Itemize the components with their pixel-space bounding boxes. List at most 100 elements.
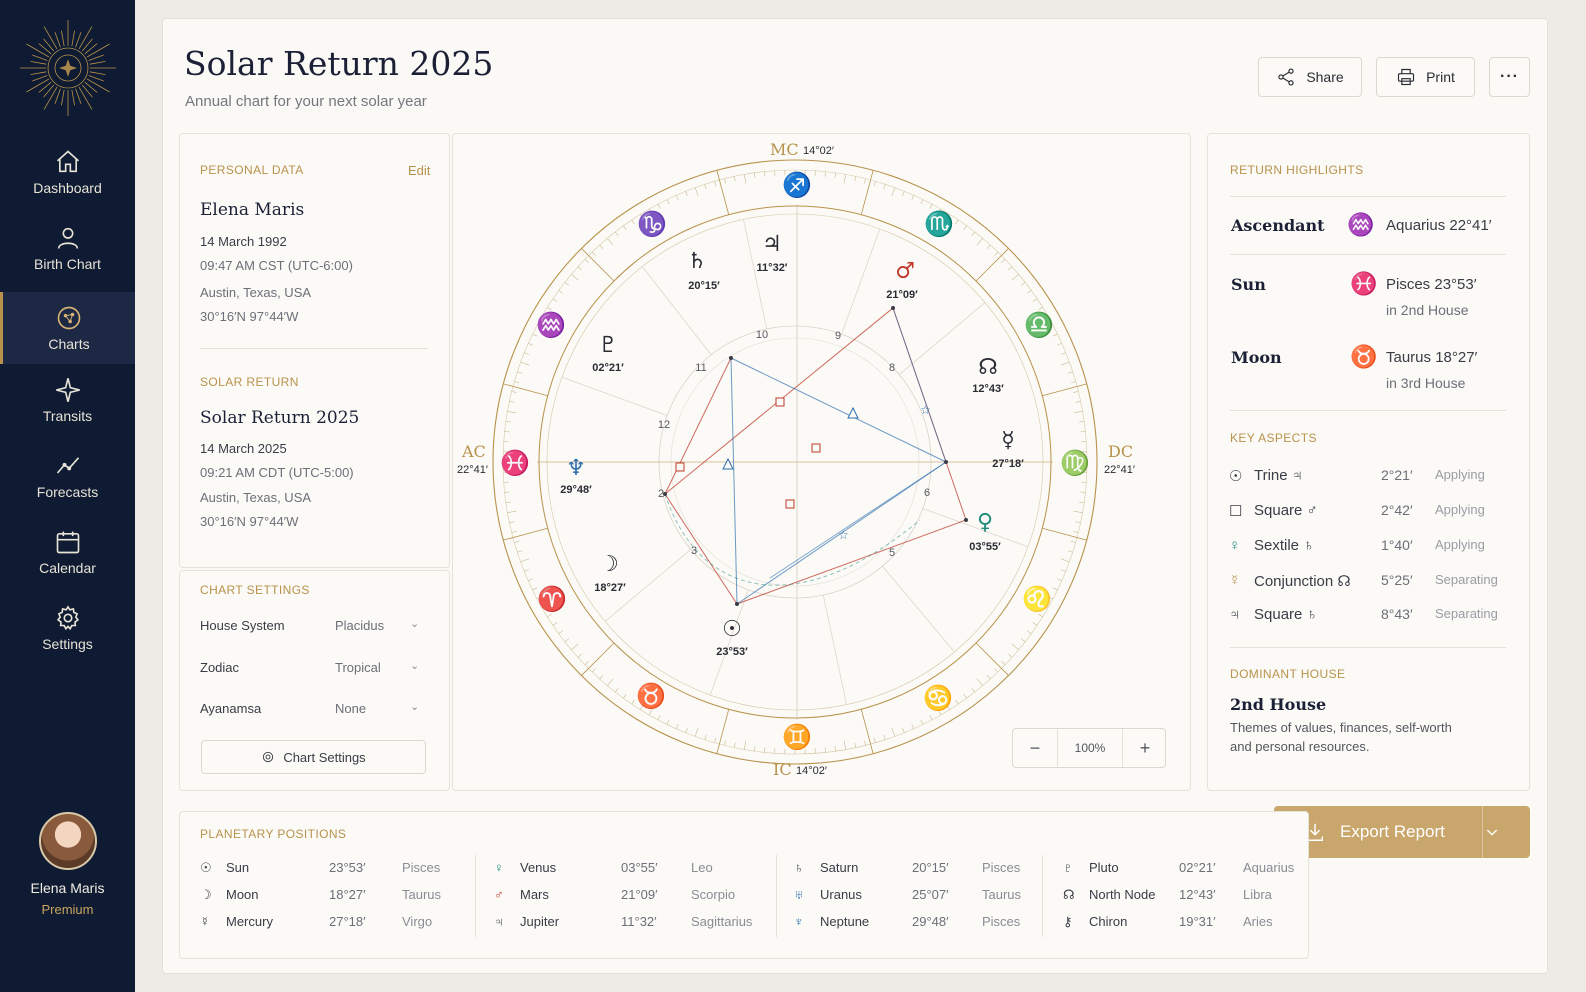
- mercury-icon[interactable]: ☿: [1001, 428, 1015, 453]
- degree-tick: [675, 195, 679, 200]
- degree-tick: [541, 603, 551, 609]
- edit-link[interactable]: Edit: [408, 163, 431, 178]
- more-options-button[interactable]: ···: [1489, 57, 1530, 97]
- moon-icon[interactable]: ☽: [599, 552, 619, 577]
- degree-tick: [584, 661, 589, 666]
- degree-tick: [1052, 333, 1058, 337]
- planet-sign: Pisces: [402, 860, 441, 875]
- aspect-sextile-marker: ☆: [838, 528, 849, 542]
- mercury-icon: ☿: [200, 914, 210, 929]
- nav-calendar-label: Calendar: [39, 560, 96, 576]
- planet-sign: Sagittarius: [691, 914, 753, 929]
- degree-tick: [511, 391, 517, 393]
- degree-tick: [631, 699, 635, 705]
- degree-tick: [1032, 622, 1038, 626]
- mars-icon[interactable]: ♂: [895, 259, 915, 284]
- chart-wheel[interactable]: ☆ ☆ 10 9 8 11 12 2 3 5 6 ♑ ♏ ♎ ♍ ♌ ♋ ♊ ♉…: [452, 134, 1190, 790]
- nav-calendar[interactable]: Calendar: [0, 516, 135, 588]
- print-button[interactable]: Print: [1376, 57, 1475, 97]
- nav-birth-chart[interactable]: Birth Chart: [0, 212, 135, 284]
- degree-tick: [1070, 381, 1076, 384]
- planet-degree: 12°43′: [1179, 887, 1216, 902]
- sun-ray: [30, 71, 47, 75]
- planet-position-row[interactable]: ☉ Sun 23°53′ Pisces: [200, 860, 460, 878]
- neptune-icon[interactable]: ♆: [566, 456, 586, 481]
- nav-settings[interactable]: Settings: [0, 592, 135, 664]
- personal-name: Elena Maris: [200, 200, 305, 220]
- nav-birth-chart-label: Birth Chart: [34, 256, 101, 272]
- planet-name: Chiron: [1089, 914, 1128, 929]
- solar-return-date: 14 March 2025: [200, 441, 287, 456]
- zoom-in-button[interactable]: +: [1139, 738, 1151, 758]
- degree-tick: [764, 171, 766, 177]
- planet-position-row[interactable]: ♄ Saturn 20°15′ Pisces: [794, 860, 1054, 878]
- house-cusp-line: [882, 565, 955, 653]
- ac-degree: 22°41′: [457, 464, 488, 476]
- sun-ray: [71, 89, 75, 106]
- aspect-row[interactable]: ☉ Trine ♃ 2°21′ Applying: [1229, 467, 1509, 489]
- degree-tick: [1057, 578, 1062, 582]
- planet-sign: Aries: [1243, 914, 1273, 929]
- aquarius-sign-icon: ♒: [536, 311, 566, 339]
- degree-tick: [528, 578, 533, 582]
- zoom-out-button[interactable]: −: [1029, 738, 1041, 758]
- nav-transits[interactable]: Transits: [0, 364, 135, 436]
- planetary-positions-heading: PLANETARY POSITIONS: [200, 827, 347, 841]
- degree-tick: [843, 740, 847, 750]
- nav-charts[interactable]: Charts: [0, 292, 135, 364]
- degree-tick: [509, 400, 515, 403]
- planet-position-row[interactable]: ♂ Mars 21°09′ Scorpio: [494, 887, 754, 905]
- aspect-row[interactable]: ☿ Conjunction ☊ 5°25′ Separating: [1229, 572, 1509, 594]
- degree-tick: [920, 719, 924, 725]
- planet-position-row[interactable]: ♀ Venus 03°55′ Leo: [494, 860, 754, 878]
- export-report-button[interactable]: Export Report: [1274, 806, 1530, 858]
- aspect-orb: 8°43′: [1381, 606, 1413, 622]
- square-icon: ☐: [1229, 503, 1243, 520]
- house-system-select[interactable]: House System Placidus ⌄: [200, 618, 430, 638]
- chart-settings-button[interactable]: Chart Settings: [201, 740, 426, 774]
- degree-tick: [864, 740, 866, 746]
- sun-label: Sun: [1231, 275, 1266, 294]
- degree-tick: [657, 204, 661, 209]
- ayanamsa-label: Ayanamsa: [200, 701, 262, 716]
- share-button[interactable]: Share: [1258, 57, 1362, 97]
- aspect-row[interactable]: ☐ Square ♂ 2°42′ Applying: [1229, 502, 1509, 524]
- degree-tick: [547, 307, 552, 311]
- degree-tick: [509, 521, 515, 524]
- pluto-icon[interactable]: ♇: [598, 333, 618, 358]
- degree-tick: [955, 219, 959, 225]
- planet-position-row[interactable]: ☊ North Node 12°43′ Libra: [1063, 887, 1323, 905]
- virgo-sign-icon: ♍: [1060, 449, 1090, 477]
- avatar[interactable]: [38, 812, 97, 870]
- user-profile[interactable]: Elena Maris Premium: [0, 812, 135, 917]
- planet-position-row[interactable]: ♇ Pluto 02°21′ Aquarius: [1063, 860, 1323, 878]
- nav-dashboard[interactable]: Dashboard: [0, 136, 135, 208]
- aspect-row[interactable]: ♃ Square ♄ 8°43′ Separating: [1229, 606, 1509, 628]
- ayanamsa-select[interactable]: Ayanamsa None ⌄: [200, 701, 430, 721]
- planetary-positions-card: [179, 811, 1309, 959]
- venus-icon[interactable]: ♀: [977, 510, 993, 535]
- pisces-sign-icon: ♓: [500, 449, 530, 477]
- jupiter-icon[interactable]: ♃: [762, 232, 782, 257]
- planet-position-row[interactable]: ♅ Uranus 25°07′ Taurus: [794, 887, 1054, 905]
- planet-degree: 25°07′: [912, 887, 949, 902]
- sagittarius-sign-icon: ♐: [782, 171, 812, 199]
- planet-position-row[interactable]: ☿ Mercury 27°18′ Virgo: [200, 914, 460, 932]
- north-node-icon[interactable]: ☊: [978, 355, 998, 380]
- planet-position-row[interactable]: ⚷ Chiron 19°31′ Aries: [1063, 914, 1323, 932]
- share-icon: [1278, 68, 1294, 86]
- degree-tick: [507, 410, 517, 414]
- zodiac-select[interactable]: Zodiac Tropical ⌄: [200, 660, 430, 680]
- degree-tick: [511, 531, 517, 533]
- planet-position-row[interactable]: ☽ Moon 18°27′ Taurus: [200, 887, 460, 905]
- sign-divider: [716, 170, 730, 215]
- chevron-down-icon[interactable]: [1484, 824, 1500, 840]
- planet-position-row[interactable]: ♆ Neptune 29°48′ Pisces: [794, 914, 1054, 932]
- saturn-icon[interactable]: ♄: [687, 249, 707, 274]
- degree-tick: [607, 678, 614, 686]
- uranus-icon: ♅: [794, 887, 804, 902]
- planet-position-row[interactable]: ♃ Jupiter 11°32′ Sagittarius: [494, 914, 754, 932]
- sun-icon[interactable]: ☉: [722, 617, 742, 642]
- nav-forecasts[interactable]: Forecasts: [0, 440, 135, 512]
- aspect-row[interactable]: ♀ Sextile ♄ 1°40′ Applying: [1229, 537, 1509, 559]
